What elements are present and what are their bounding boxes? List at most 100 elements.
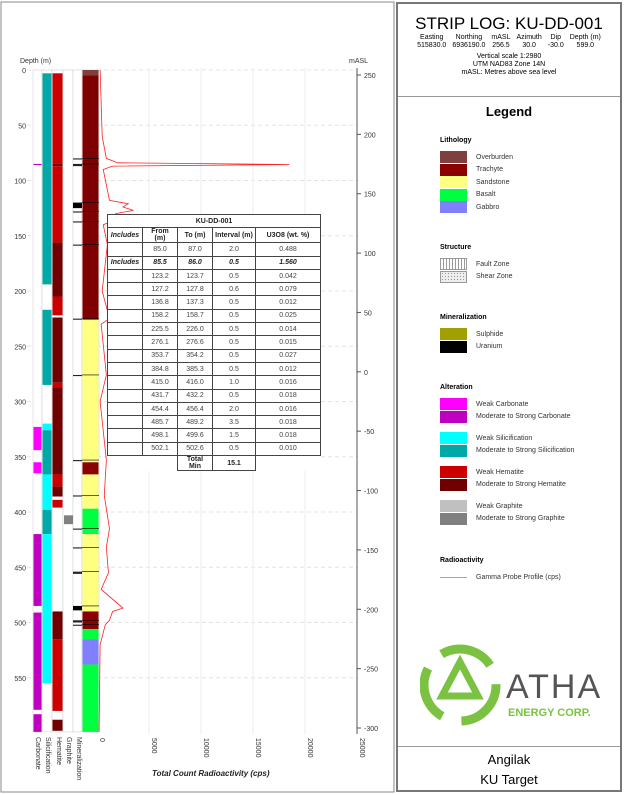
legend-label: Sandstone xyxy=(476,178,510,186)
field-value: 515830.0 xyxy=(417,42,447,49)
legend-swatch xyxy=(440,500,467,512)
legend-swatch xyxy=(440,340,467,353)
table-cell: 1.0 xyxy=(212,375,256,390)
hematite-interval xyxy=(52,382,63,388)
table-cell: 0.5 xyxy=(212,322,256,337)
table-cell xyxy=(107,335,143,350)
table-cell: 0.012 xyxy=(255,295,321,310)
uranium-interval xyxy=(73,318,82,320)
lithology-interval xyxy=(82,75,99,320)
silicification-interval xyxy=(42,534,52,684)
field-label: mASL xyxy=(491,34,511,41)
legend-item: Sulphide xyxy=(440,328,503,340)
legend-swatch xyxy=(440,410,467,423)
graphite-track xyxy=(62,69,74,733)
hematite-interval xyxy=(52,166,63,243)
table-row: 85.0 87.0 2.0 0.488 xyxy=(107,242,321,257)
masl-tick-label: 250 xyxy=(364,73,376,80)
legend-item: Weak Hematite xyxy=(440,466,524,478)
table-cell: 0.488 xyxy=(255,242,321,257)
legend-item: Moderate to Strong Carbonate xyxy=(440,410,571,423)
table-cell: 158.7 xyxy=(177,308,213,324)
field-value: 256.5 xyxy=(492,42,510,49)
table-cell: 502.1 xyxy=(142,441,178,457)
table-cell: Includes xyxy=(107,255,143,270)
table-cell: 0.5 xyxy=(212,388,256,403)
table-cell: 0.018 xyxy=(255,388,321,403)
total-value: 15.1 xyxy=(212,455,256,472)
lithology-interval xyxy=(82,319,99,463)
page-title: STRIP LOG: KU-DD-001 xyxy=(415,14,603,33)
uranium-interval xyxy=(73,605,82,611)
column-header: Interval (m) xyxy=(212,227,256,244)
logo-icon xyxy=(420,644,501,726)
header-field: Azimuth 30.0 xyxy=(516,34,541,50)
depth-tick-label: 500 xyxy=(14,621,26,628)
track-label: Graphite xyxy=(65,737,72,764)
table-cell: 385.3 xyxy=(177,361,213,377)
table-cell: 0.018 xyxy=(255,415,321,430)
legend-label: Moderate to Strong Graphite xyxy=(476,515,565,522)
legend-label: Gamma Probe Profile (cps) xyxy=(476,573,561,581)
table-cell xyxy=(107,441,143,457)
legend-swatch xyxy=(440,432,467,444)
table-cell: 415.0 xyxy=(142,375,178,390)
table-cell: 0.012 xyxy=(255,361,321,377)
title-block: STRIP LOG: KU-DD-001 Easting 515830.0 Nort… xyxy=(398,4,620,97)
legend-item: Moderate to Strong Graphite xyxy=(440,512,565,525)
legend-item: Weak Silicification xyxy=(440,432,532,444)
x-tick-label: 10000 xyxy=(202,738,209,758)
legend-swatch xyxy=(440,328,467,340)
legend-item: Moderate to Strong Hematite xyxy=(440,478,566,491)
table-cell xyxy=(107,242,143,257)
carbonate-interval xyxy=(33,714,42,732)
masl-tick-label: -100 xyxy=(364,489,378,496)
graphite-interval xyxy=(64,515,73,525)
depth-axis-label: Depth (m) xyxy=(20,58,51,65)
legend-label: Moderate to Strong Hematite xyxy=(476,481,566,488)
table-cell: 127.2 xyxy=(142,282,178,297)
uranium-interval xyxy=(73,221,82,223)
table-cell xyxy=(107,308,143,324)
table-cell: 1.5 xyxy=(212,428,256,443)
table-cell xyxy=(107,415,143,430)
silicification-interval xyxy=(42,474,52,510)
table-cell: 431.7 xyxy=(142,388,178,403)
table-cell: 85.5 xyxy=(142,255,178,270)
silicification-interval xyxy=(42,430,52,475)
legend-label: Weak Silicification xyxy=(476,434,533,442)
table-cell: 0.5 xyxy=(212,441,256,457)
table-cell: 123.7 xyxy=(177,268,213,284)
masl-tick-label: 150 xyxy=(364,192,376,199)
silicification-interval xyxy=(42,309,52,385)
legend-item: Weak Carbonate xyxy=(440,398,528,410)
table-cell: 353.7 xyxy=(142,348,178,363)
x-tick-label: 0 xyxy=(98,738,105,742)
masl-axis-label: mASL xyxy=(349,58,368,65)
depth-tick-label: 400 xyxy=(14,510,26,517)
table-row: 485.7 489.2 3.5 0.018 xyxy=(107,415,321,430)
table-cell: 0.6 xyxy=(212,282,256,297)
header-field: Dip -30.0 xyxy=(548,34,564,50)
table-cell: 499.6 xyxy=(177,428,213,443)
legend-swatch xyxy=(440,270,467,283)
table-cell: 416.0 xyxy=(177,375,213,390)
uranium-interval xyxy=(73,202,82,209)
table-cell: 0.015 xyxy=(255,335,321,350)
table-cell: 0.016 xyxy=(255,375,321,390)
plot-frame xyxy=(0,1,395,793)
legend-label: Moderate to Strong Carbonate xyxy=(476,413,571,420)
hematite-interval xyxy=(52,719,63,731)
x-axis-label: Total Count Radioactivity (cps) xyxy=(152,769,270,778)
hematite-interval xyxy=(52,474,63,487)
table-cell: 0.5 xyxy=(212,308,256,324)
uranium-interval xyxy=(73,620,82,623)
uranium-interval xyxy=(73,460,82,462)
total-label: Total Min xyxy=(177,455,213,472)
table-cell xyxy=(107,295,143,310)
depth-tick-label: 350 xyxy=(14,455,26,462)
header-field: mASL 256.5 xyxy=(491,34,510,50)
legend-swatch xyxy=(440,576,467,578)
table-cell: 0.5 xyxy=(212,295,256,310)
table-cell: 0.025 xyxy=(255,308,321,324)
